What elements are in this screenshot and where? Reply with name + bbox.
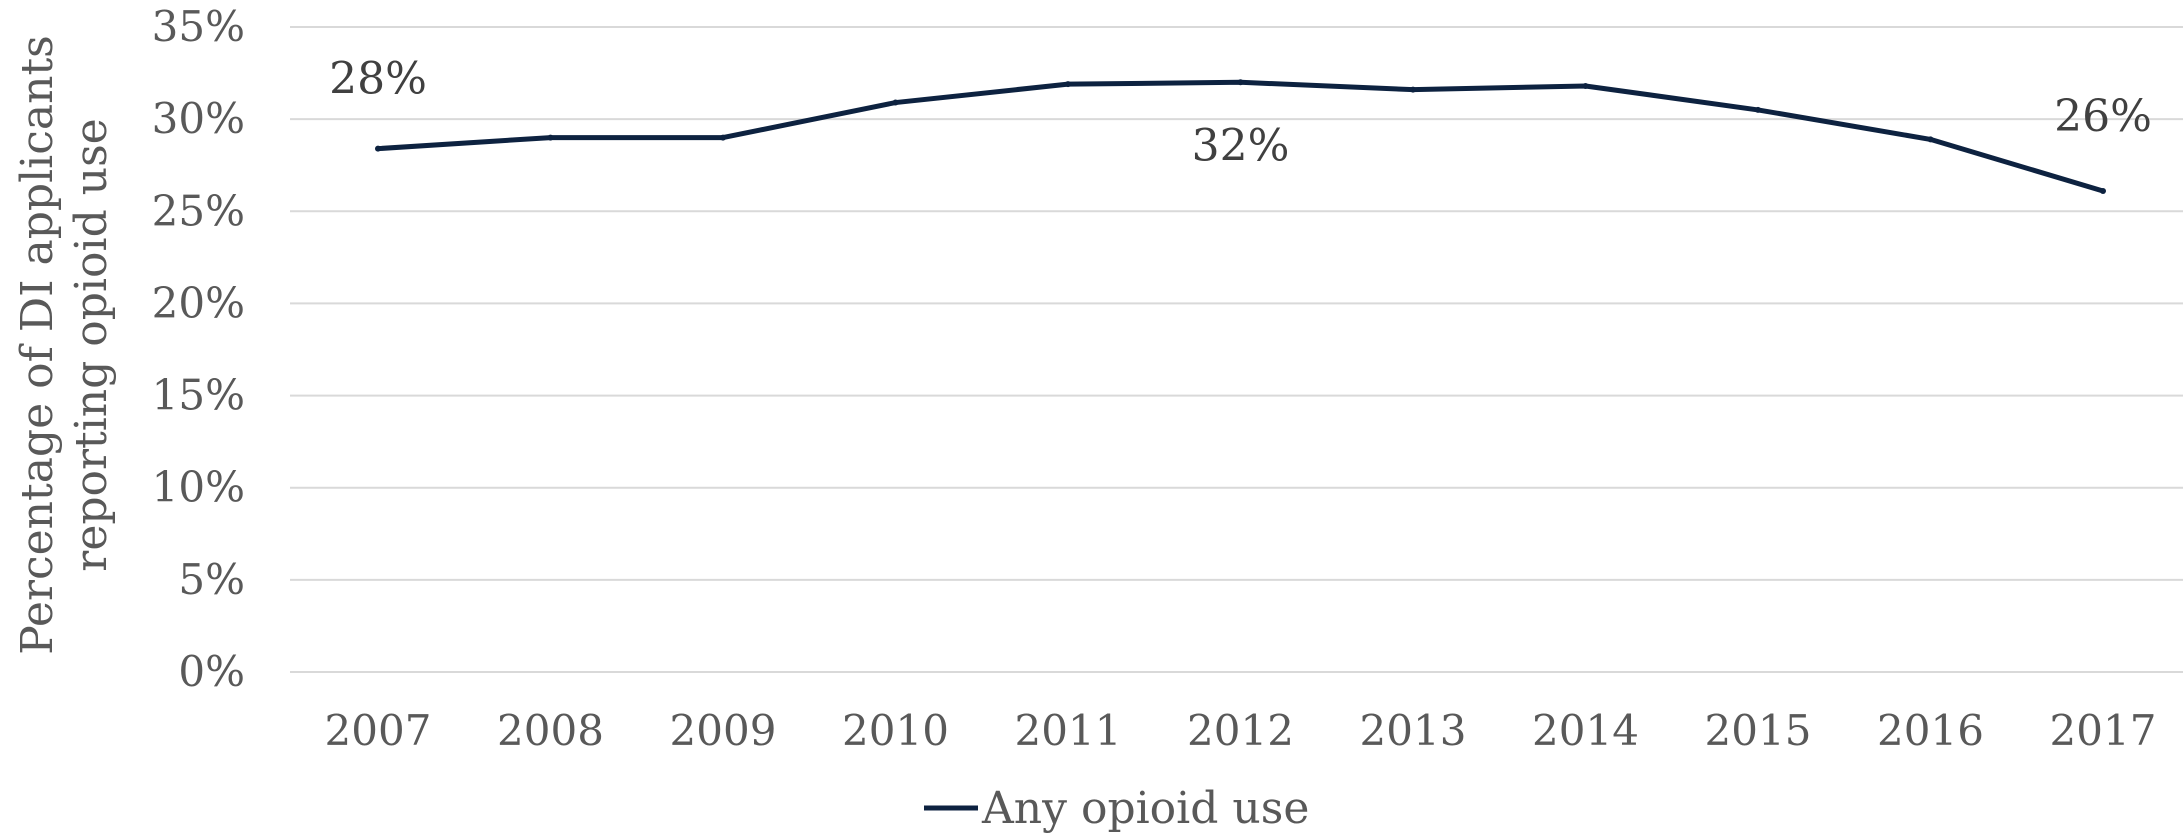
- data-point-2007: [375, 145, 381, 152]
- x-tick-label-2010: 2010: [842, 706, 949, 755]
- x-tick-label-2013: 2013: [1360, 706, 1467, 755]
- x-tick-label-2007: 2007: [325, 706, 432, 755]
- data-label-2017: 26%: [2054, 91, 2152, 142]
- data-point-2014: [1582, 82, 1589, 89]
- x-tick-label-2011: 2011: [1015, 706, 1122, 755]
- data-point-2009: [720, 134, 726, 141]
- y-tick-label-0: 0%: [178, 647, 245, 696]
- x-tick-label-2012: 2012: [1187, 706, 1294, 755]
- data-point-2013: [1410, 86, 1416, 93]
- y-axis-title-line-1: Percentage of DI applicants: [12, 35, 63, 654]
- data-point-2011: [1065, 81, 1071, 88]
- data-point-2015: [1755, 106, 1761, 113]
- x-tick-label-2009: 2009: [670, 706, 777, 755]
- y-tick-label-20: 20%: [152, 278, 245, 327]
- data-point-2008: [547, 134, 554, 141]
- data-point-2012: [1237, 79, 1244, 86]
- data-point-2017: [2100, 188, 2106, 195]
- data-labels: 28% 32% 26%: [329, 54, 2152, 172]
- data-label-2007: 28%: [329, 54, 427, 105]
- x-tick-label-2017: 2017: [2050, 706, 2157, 755]
- y-axis-title-line-2: reporting opioid use: [66, 118, 117, 571]
- y-tick-label-15: 15%: [152, 371, 245, 420]
- x-tick-label-2014: 2014: [1532, 706, 1639, 755]
- series-lines: [375, 79, 2106, 195]
- x-tick-label-2016: 2016: [1877, 706, 1984, 755]
- x-axis-ticks: 2007 2008 2009 2010 2011 2012 2013 2014 2015 2016…: [325, 706, 2157, 755]
- legend: Any opioid use: [924, 783, 1309, 833]
- y-axis-ticks: 0% 5% 10% 15% 20% 25% 30% 35%: [152, 2, 245, 696]
- x-tick-label-2008: 2008: [497, 706, 604, 755]
- y-tick-label-10: 10%: [152, 463, 245, 512]
- y-tick-label-30: 30%: [152, 94, 245, 143]
- x-tick-label-2015: 2015: [1705, 706, 1812, 755]
- data-label-2012: 32%: [1192, 120, 1290, 171]
- y-tick-label-35: 35%: [152, 2, 245, 51]
- y-axis-title: Percentage of DI applicants reporting op…: [12, 35, 117, 654]
- legend-label-any-opioid-use: Any opioid use: [981, 783, 1309, 833]
- gridlines: [290, 26, 2183, 673]
- y-tick-label-5: 5%: [178, 555, 245, 604]
- y-tick-label-25: 25%: [152, 186, 245, 235]
- data-point-2016: [1927, 136, 1934, 143]
- data-point-2010: [892, 99, 899, 106]
